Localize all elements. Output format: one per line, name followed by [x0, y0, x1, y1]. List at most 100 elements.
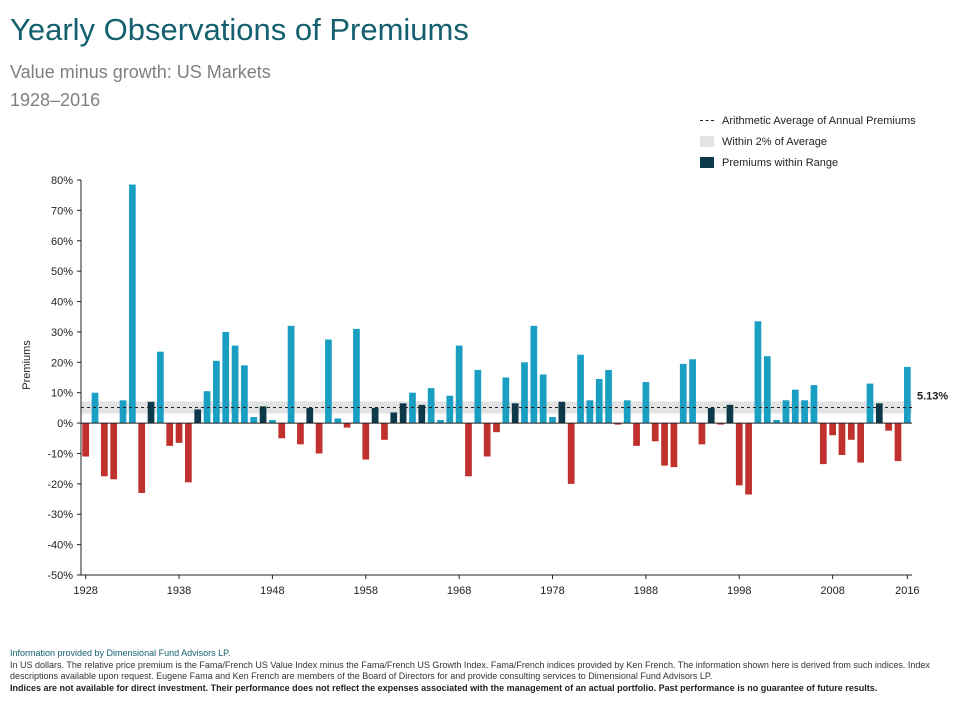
premiums-bar-chart: Premiums 5.13% 80% 70% 60% 50% 40% 30% 20% 10% 0%… [21, 175, 948, 597]
bar-2006 [810, 385, 818, 424]
page-title: Yearly Observations of Premiums [10, 12, 469, 47]
bar-1949 [278, 423, 286, 439]
legend-label-band: Within 2% of Average [722, 135, 827, 148]
bar-1972 [493, 423, 500, 433]
y-tick-label: -20% [47, 479, 73, 491]
legend-item-within: Premiums within Range [700, 152, 916, 173]
bar-1982 [586, 400, 594, 424]
bar-2001 [763, 356, 771, 424]
bar-1934 [138, 423, 146, 493]
bar-1958 [362, 423, 370, 460]
bar-1953 [315, 423, 323, 454]
x-tick-label: 1958 [354, 585, 378, 597]
bar-1999 [745, 423, 752, 495]
legend-dash-swatch [700, 120, 714, 121]
y-tick-label: 60% [51, 236, 73, 248]
bar-1952 [306, 407, 314, 424]
bar-1977 [539, 374, 547, 424]
bar-1960 [381, 423, 388, 440]
footer-disclaimer: Indices are not available for direct inv… [10, 682, 878, 693]
bar-1989 [651, 423, 659, 442]
bar-1945 [241, 365, 248, 424]
legend-label-average: Arithmetic Average of Annual Premiums [722, 114, 916, 127]
x-tick-label: 1948 [260, 585, 284, 597]
bar-1946 [250, 417, 258, 424]
bar-1996 [717, 423, 724, 425]
y-tick-label: -40% [47, 540, 73, 552]
bar-1930 [100, 423, 108, 477]
bar-1944 [231, 345, 239, 424]
bar-1939 [185, 423, 192, 483]
bar-1998 [735, 423, 743, 486]
bar-1978 [549, 417, 556, 424]
bar-2004 [791, 389, 799, 424]
bar-1974 [511, 403, 519, 424]
bar-2005 [801, 400, 808, 424]
bar-1975 [521, 362, 528, 424]
bar-1973 [502, 377, 510, 424]
chart-legend: Arithmetic Average of Annual Premiums Wi… [700, 110, 916, 173]
y-tick-label: 20% [51, 357, 73, 369]
y-tick-label: 40% [51, 297, 73, 309]
bar-1957 [353, 328, 360, 424]
bar-1979 [558, 401, 566, 424]
bar-1933 [128, 184, 136, 424]
bar-1995 [707, 407, 715, 424]
bar-1985 [614, 423, 622, 425]
bar-1954 [325, 339, 332, 424]
bar-2011 [857, 423, 865, 463]
footer-notes: Information provided by Dimensional Fund… [10, 648, 950, 694]
legend-item-band: Within 2% of Average [700, 131, 916, 152]
bar-1993 [689, 359, 696, 424]
bar-1965 [427, 388, 435, 424]
footer-source: Information provided by Dimensional Fund… [10, 648, 231, 658]
x-tick-label: 1978 [540, 585, 564, 597]
bar-2013 [875, 403, 883, 424]
x-tick-label: 1968 [447, 585, 471, 597]
bar-1937 [166, 423, 174, 446]
bar-1956 [343, 423, 351, 428]
y-tick-label: 70% [51, 205, 73, 217]
bar-2007 [819, 423, 827, 465]
y-tick-label: -30% [47, 509, 73, 521]
bar-1938 [175, 423, 183, 443]
bar-2010 [847, 423, 855, 440]
y-tick-label: -50% [47, 570, 73, 582]
bar-2003 [782, 400, 790, 424]
bar-1994 [698, 423, 706, 445]
bar-2000 [754, 321, 762, 424]
legend-item-average: Arithmetic Average of Annual Premiums [700, 110, 916, 131]
bar-2002 [773, 420, 780, 424]
bar-1964 [418, 404, 426, 424]
y-tick-label: 10% [51, 388, 73, 400]
bar-1959 [371, 407, 379, 424]
bar-1988 [642, 382, 650, 424]
bar-1980 [567, 423, 575, 484]
bar-1968 [455, 345, 463, 424]
bar-1955 [334, 418, 342, 424]
bar-1969 [465, 423, 472, 477]
bar-1967 [446, 395, 454, 424]
bar-1928 [82, 423, 90, 457]
x-tick-label: 1988 [634, 585, 658, 597]
x-tick-label: 1928 [73, 585, 97, 597]
bar-1942 [213, 360, 220, 424]
bar-2012 [866, 383, 874, 424]
bar-1997 [726, 404, 734, 424]
bar-1981 [577, 354, 584, 424]
x-tick-label: 2016 [895, 585, 919, 597]
y-tick-label: 30% [51, 327, 73, 339]
bar-1961 [390, 412, 398, 424]
bar-1950 [287, 325, 295, 424]
bar-1986 [623, 400, 631, 424]
bar-1990 [661, 423, 668, 466]
bar-1984 [605, 369, 612, 424]
legend-label-within: Premiums within Range [722, 156, 839, 169]
y-tick-label: 50% [51, 266, 73, 278]
bar-1962 [399, 403, 407, 424]
y-axis-label: Premiums [21, 340, 33, 390]
bar-1966 [437, 420, 444, 424]
average-value-label: 5.13% [917, 390, 948, 402]
y-tick-label: 80% [51, 175, 73, 187]
bar-1971 [483, 423, 491, 457]
